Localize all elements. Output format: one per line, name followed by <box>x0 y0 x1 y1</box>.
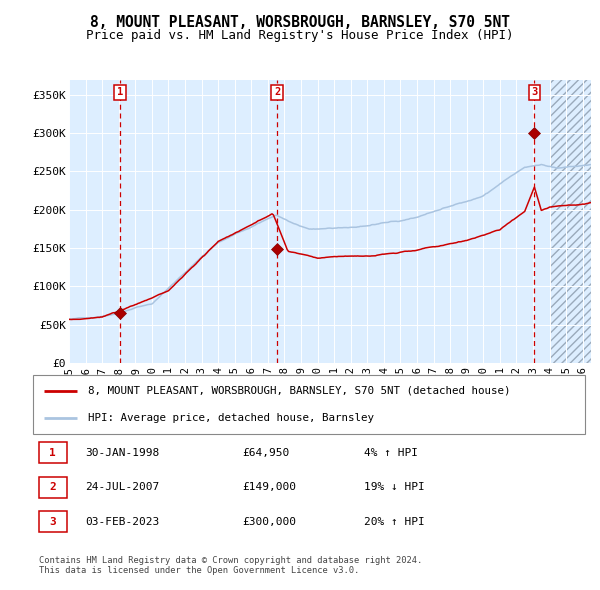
Text: 30-JAN-1998: 30-JAN-1998 <box>85 448 160 458</box>
FancyBboxPatch shape <box>38 512 67 532</box>
Bar <box>550 80 591 363</box>
Text: 3: 3 <box>49 517 56 527</box>
FancyBboxPatch shape <box>33 375 585 434</box>
Text: £149,000: £149,000 <box>243 482 297 492</box>
Text: 3: 3 <box>532 87 538 97</box>
FancyBboxPatch shape <box>38 442 67 463</box>
Text: 19% ↓ HPI: 19% ↓ HPI <box>364 482 425 492</box>
Text: £64,950: £64,950 <box>243 448 290 458</box>
Text: 24-JUL-2007: 24-JUL-2007 <box>85 482 160 492</box>
Text: 8, MOUNT PLEASANT, WORSBROUGH, BARNSLEY, S70 5NT: 8, MOUNT PLEASANT, WORSBROUGH, BARNSLEY,… <box>90 15 510 30</box>
Text: £300,000: £300,000 <box>243 517 297 527</box>
Text: 03-FEB-2023: 03-FEB-2023 <box>85 517 160 527</box>
Text: 1: 1 <box>49 448 56 458</box>
Text: HPI: Average price, detached house, Barnsley: HPI: Average price, detached house, Barn… <box>88 413 374 422</box>
Text: 1: 1 <box>117 87 123 97</box>
Text: Price paid vs. HM Land Registry's House Price Index (HPI): Price paid vs. HM Land Registry's House … <box>86 30 514 42</box>
Text: 2: 2 <box>49 482 56 492</box>
Text: 20% ↑ HPI: 20% ↑ HPI <box>364 517 425 527</box>
Text: Contains HM Land Registry data © Crown copyright and database right 2024.
This d: Contains HM Land Registry data © Crown c… <box>38 556 422 575</box>
FancyBboxPatch shape <box>38 477 67 498</box>
Text: 2: 2 <box>274 87 280 97</box>
Text: 8, MOUNT PLEASANT, WORSBROUGH, BARNSLEY, S70 5NT (detached house): 8, MOUNT PLEASANT, WORSBROUGH, BARNSLEY,… <box>88 386 511 395</box>
Text: 4% ↑ HPI: 4% ↑ HPI <box>364 448 418 458</box>
Bar <box>69 80 550 363</box>
